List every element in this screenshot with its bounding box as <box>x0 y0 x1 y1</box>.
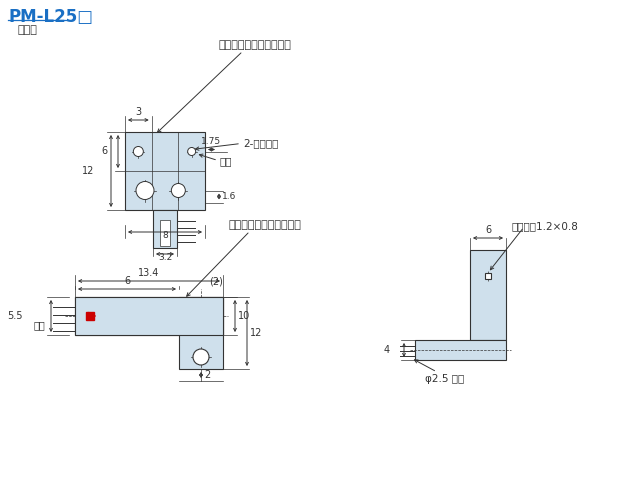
Text: 2-安装长孔: 2-安装长孔 <box>243 139 278 148</box>
Text: (2): (2) <box>209 277 223 287</box>
Text: 2: 2 <box>204 370 211 380</box>
Circle shape <box>133 146 143 156</box>
Text: 1.6: 1.6 <box>222 192 236 201</box>
Circle shape <box>193 349 209 365</box>
Bar <box>125 132 205 210</box>
Bar <box>153 210 177 248</box>
Text: 3.2: 3.2 <box>158 253 172 262</box>
Text: 1.75: 1.75 <box>202 137 221 146</box>
Bar <box>415 340 506 360</box>
Text: 光轴: 光轴 <box>219 156 232 167</box>
Text: 10: 10 <box>238 311 250 321</box>
Text: 4: 4 <box>384 345 390 355</box>
Text: 6: 6 <box>102 146 108 156</box>
Circle shape <box>172 183 186 197</box>
Text: 传感器: 传感器 <box>18 25 38 35</box>
Text: 12: 12 <box>82 166 94 176</box>
Circle shape <box>188 147 196 156</box>
Circle shape <box>136 181 154 200</box>
Text: 3: 3 <box>135 107 141 117</box>
Bar <box>160 220 170 246</box>
Bar <box>179 297 223 369</box>
Text: 工作状态指示灯（橙色）: 工作状态指示灯（橙色） <box>228 220 301 230</box>
Text: 12: 12 <box>250 328 262 338</box>
Text: 13.4: 13.4 <box>138 268 160 278</box>
Text: 5.5: 5.5 <box>8 311 23 321</box>
Bar <box>470 250 506 340</box>
Bar <box>75 297 223 335</box>
Text: 8: 8 <box>162 231 168 240</box>
Text: 6: 6 <box>485 225 491 235</box>
Text: 光轴宽度1.2×0.8: 光轴宽度1.2×0.8 <box>511 221 578 231</box>
Text: 工作状态指示灯（橙色）: 工作状态指示灯（橙色） <box>219 40 291 50</box>
Text: 6: 6 <box>124 276 130 286</box>
Bar <box>75 297 223 335</box>
Text: 光轴: 光轴 <box>33 320 45 330</box>
Text: PM-L25□: PM-L25□ <box>8 8 93 26</box>
Bar <box>485 273 491 279</box>
Text: φ2.5 电缆: φ2.5 电缆 <box>425 374 464 384</box>
